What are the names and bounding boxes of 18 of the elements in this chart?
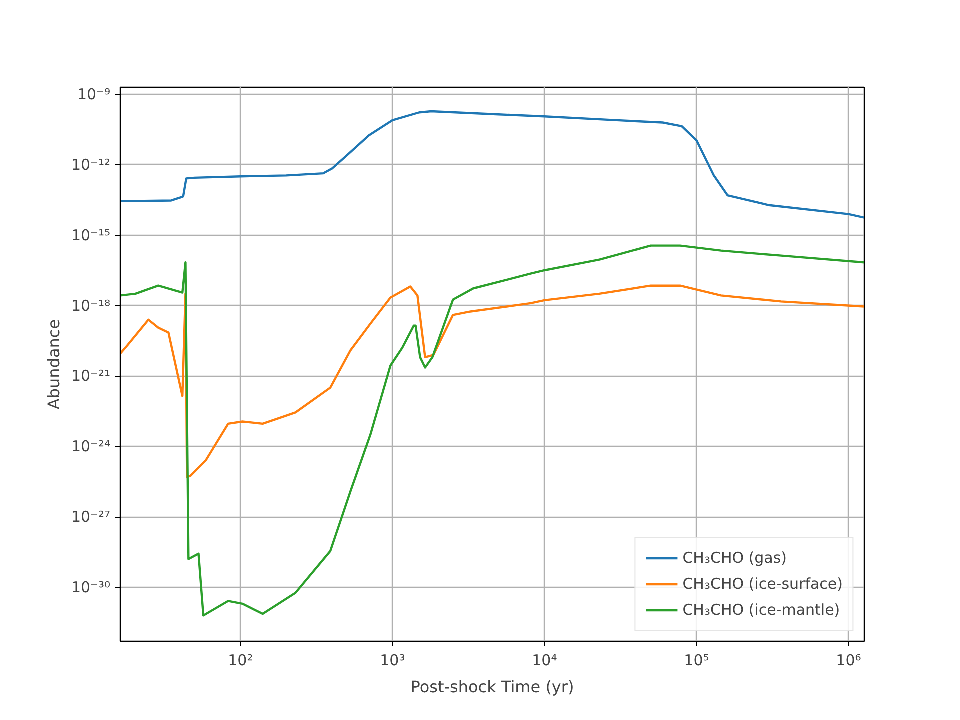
x-tick-label: 10² [228,652,254,670]
legend-label: CH₃CHO (ice-mantle) [682,601,840,619]
x-tick-label: 10⁴ [532,652,558,670]
x-tick-label: 10³ [380,652,406,670]
y-axis-title: Abundance [44,319,64,410]
y-tick-label: 10⁻⁹ [77,86,111,104]
y-tick-label: 10⁻³⁰ [71,578,110,596]
y-tick-label: 10⁻²¹ [71,367,110,386]
x-tick-label: 10⁵ [684,652,710,670]
y-tick-label: 10⁻²⁴ [71,438,110,456]
legend-label: CH₃CHO (gas) [682,549,788,567]
y-tick-label: 10⁻¹⁵ [71,226,110,244]
y-tick-label: 10⁻¹² [71,156,110,174]
legend-label: CH₃CHO (ice-surface) [682,575,843,593]
y-tick-label: 10⁻²⁷ [71,508,110,526]
x-tick-label: 10⁶ [836,652,862,670]
x-axis-title: Post-shock Time (yr) [410,678,574,696]
y-tick-label: 10⁻¹⁸ [71,296,110,315]
